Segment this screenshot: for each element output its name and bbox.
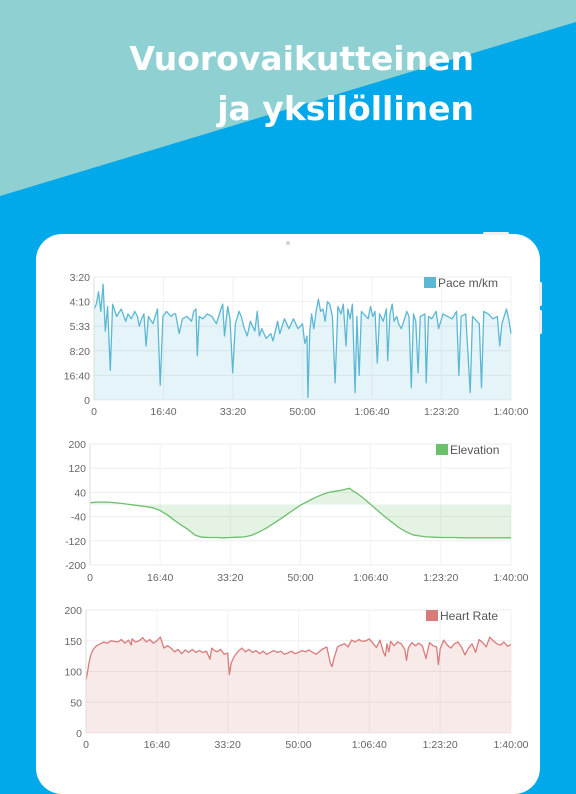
heart-rate-x-tick-label: 33:20 xyxy=(215,739,241,751)
heart-rate-area-fill xyxy=(86,637,511,733)
elevation-legend-swatch xyxy=(436,444,448,455)
heart-rate-x-tick-label: 0 xyxy=(83,739,89,751)
elevation-y-tick-label: 40 xyxy=(74,487,86,499)
elevation-series-line[interactable] xyxy=(89,487,511,539)
pace-x-tick-label: 1:23:20 xyxy=(424,406,459,418)
pace-x-tick-label: 1:40:00 xyxy=(493,406,528,418)
elevation-x-tick-label: 1:40:00 xyxy=(493,572,528,584)
heart-rate-y-tick-label: 0 xyxy=(76,728,82,740)
heart-rate-y-tick-label: 50 xyxy=(70,697,82,709)
heart-rate-series-line[interactable] xyxy=(85,636,512,681)
heart-rate-legend-swatch xyxy=(426,610,438,621)
heart-rate-legend-label[interactable]: Heart Rate xyxy=(440,609,498,623)
pace-x-tick-label: 16:40 xyxy=(150,406,176,418)
elevation-y-tick-label: -120 xyxy=(65,536,86,548)
promo-headline: Vuorovaikutteinen ja yksilöllinen xyxy=(129,34,474,134)
diagonal-band xyxy=(0,0,576,196)
elevation-x-tick-label: 1:06:40 xyxy=(353,572,388,584)
elevation-y-tick-label: -200 xyxy=(65,560,86,572)
elevation-area-fill xyxy=(90,488,511,538)
pace-y-tick-label: 3:20 xyxy=(70,272,91,284)
heart-rate-y-tick-label: 150 xyxy=(64,636,82,648)
pace-y-tick-label: 8:20 xyxy=(70,346,91,358)
pace-x-tick-label: 0 xyxy=(91,406,97,418)
tablet-side-button-1 xyxy=(539,282,542,306)
elevation-x-tick-label: 0 xyxy=(87,572,93,584)
pace-x-tick-label: 33:20 xyxy=(220,406,246,418)
elevation-x-tick-label: 16:40 xyxy=(147,572,173,584)
elevation-x-tick-label: 1:23:20 xyxy=(423,572,458,584)
heart-rate-x-tick-label: 1:23:20 xyxy=(423,739,458,751)
pace-legend-swatch xyxy=(424,277,436,288)
elevation-y-tick-label: 120 xyxy=(68,463,86,475)
heart-rate-x-tick-label: 16:40 xyxy=(144,739,170,751)
elevation-y-tick-label: 200 xyxy=(68,439,86,451)
pace-y-tick-label: 4:10 xyxy=(70,297,91,309)
heart-rate-x-tick-label: 1:06:40 xyxy=(352,739,387,751)
tablet-side-button-top xyxy=(483,232,509,235)
pace-y-tick-label: 16:40 xyxy=(64,370,90,382)
pace-series-line[interactable] xyxy=(93,283,512,399)
headline-line-1: Vuorovaikutteinen xyxy=(129,39,474,78)
heart-rate-x-tick-label: 50:00 xyxy=(285,739,311,751)
pace-y-tick-label: 0 xyxy=(84,395,90,407)
pace-y-tick-label: 5:33 xyxy=(70,321,91,333)
pace-x-tick-label: 1:06:40 xyxy=(354,406,389,418)
elevation-y-tick-label: -40 xyxy=(71,512,86,524)
pace-legend-label[interactable]: Pace m/km xyxy=(438,276,498,290)
headline-line-2: ja yksilöllinen xyxy=(217,89,474,128)
pace-x-tick-label: 50:00 xyxy=(289,406,315,418)
tablet-side-button-2 xyxy=(539,310,542,334)
heart-rate-x-tick-label: 1:40:00 xyxy=(493,739,528,751)
heart-rate-y-tick-label: 200 xyxy=(64,605,82,617)
front-camera xyxy=(286,241,290,245)
elevation-x-tick-label: 33:20 xyxy=(217,572,243,584)
elevation-x-tick-label: 50:00 xyxy=(287,572,313,584)
elevation-legend-label[interactable]: Elevation xyxy=(450,443,499,457)
heart-rate-y-tick-label: 100 xyxy=(64,667,82,679)
